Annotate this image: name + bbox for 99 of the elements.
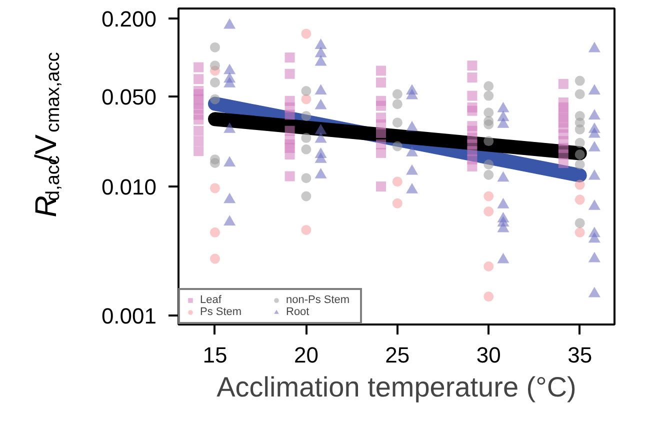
x-tick-label: 30 [476, 342, 501, 368]
point [588, 286, 600, 298]
x-tick-label: 35 [568, 342, 592, 368]
point [284, 110, 295, 120]
point [301, 224, 312, 235]
point [224, 192, 236, 204]
point [574, 124, 585, 134]
point [376, 66, 386, 76]
point [392, 198, 402, 208]
x-tick-label: 20 [294, 342, 318, 368]
point [194, 136, 204, 146]
point [284, 68, 295, 79]
point [467, 60, 478, 71]
point [301, 144, 312, 154]
y-tick-label: 0.010 [101, 174, 157, 200]
point [588, 169, 600, 180]
point [484, 206, 494, 216]
legend-label: non-Ps Stem [286, 294, 351, 306]
point [392, 118, 402, 128]
point [588, 200, 600, 210]
point [392, 89, 402, 100]
point [284, 171, 295, 182]
legend-label: Root [286, 306, 310, 318]
y-tick-label: 0.050 [101, 84, 157, 110]
point [210, 60, 220, 71]
point [484, 90, 494, 101]
point [376, 78, 386, 88]
point [484, 191, 494, 202]
point [497, 222, 510, 232]
point [574, 180, 585, 190]
point [301, 111, 312, 121]
point [484, 108, 494, 118]
point [558, 158, 568, 168]
point [301, 132, 312, 143]
point [574, 160, 585, 170]
point [467, 106, 478, 116]
point [574, 150, 585, 160]
point [588, 252, 600, 262]
point [467, 90, 478, 101]
point [484, 119, 494, 130]
point [210, 78, 220, 88]
point [484, 261, 494, 272]
point [392, 141, 402, 152]
point [314, 152, 327, 163]
legend-label: Ps Stem [200, 306, 243, 318]
point [224, 156, 236, 166]
point [194, 114, 204, 125]
point [484, 292, 494, 302]
point [194, 146, 204, 156]
point [574, 218, 585, 228]
point [194, 74, 204, 84]
point [392, 99, 402, 110]
point [210, 183, 220, 194]
point [484, 160, 494, 170]
point [284, 52, 295, 63]
point [484, 81, 494, 92]
point [376, 148, 386, 158]
x-axis-title: Acclimation temperature (°C) [216, 372, 576, 402]
point [301, 173, 312, 184]
point [301, 86, 312, 96]
point [210, 158, 220, 168]
point [392, 176, 402, 187]
point [301, 28, 312, 39]
point [376, 100, 386, 111]
point [497, 198, 510, 208]
point [467, 72, 478, 82]
point [210, 227, 220, 238]
point [574, 76, 585, 86]
point [210, 42, 220, 52]
point [210, 254, 220, 264]
point [314, 168, 327, 178]
point [484, 170, 494, 180]
point [574, 194, 585, 205]
point [574, 89, 585, 100]
x-tick-label: 25 [385, 342, 410, 368]
x-tick-label: 15 [202, 342, 228, 368]
point [284, 149, 295, 160]
point [406, 164, 418, 175]
point [406, 183, 418, 194]
point [588, 141, 600, 152]
point [467, 161, 478, 172]
point [194, 62, 204, 72]
point [376, 181, 386, 192]
point [194, 126, 204, 136]
point [210, 94, 220, 104]
point [588, 232, 600, 243]
point [497, 252, 510, 264]
point [574, 227, 585, 238]
point [406, 146, 418, 156]
legend-label: Leaf [200, 294, 222, 306]
point [376, 128, 386, 138]
point [558, 78, 568, 89]
y-tick-label: 0.001 [101, 303, 157, 328]
point [484, 136, 494, 146]
point [301, 191, 312, 202]
point [497, 171, 510, 182]
point [574, 138, 585, 148]
point [224, 215, 236, 226]
y-tick-label: 0.200 [101, 6, 157, 32]
